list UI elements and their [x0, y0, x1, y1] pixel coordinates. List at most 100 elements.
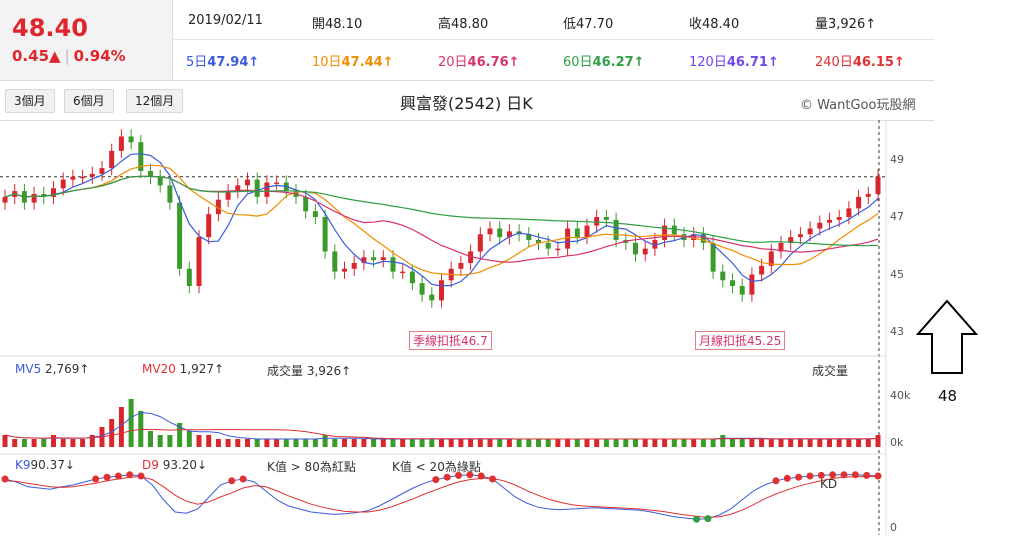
candle-body	[225, 191, 231, 200]
candle-body	[633, 242, 638, 255]
volume-bar	[429, 439, 435, 447]
k-label: K990.37↓	[15, 458, 75, 472]
candle-body	[2, 196, 8, 203]
volume-bar	[487, 439, 493, 447]
volume-bar	[778, 439, 784, 447]
candle-body	[846, 208, 852, 217]
volume-bar	[759, 439, 765, 447]
volume-bar	[60, 439, 66, 447]
price-tick-43: 43	[890, 325, 904, 338]
candle-body	[409, 271, 415, 284]
volume-bar	[80, 439, 86, 447]
volume-bar	[662, 439, 668, 447]
candle-body	[642, 248, 648, 255]
d-name: D9	[142, 458, 159, 472]
price-tick-45: 45	[890, 267, 904, 281]
candle-body	[429, 294, 435, 301]
volume-bar	[448, 439, 454, 447]
volume-bar	[409, 439, 415, 447]
volume-bar	[817, 439, 823, 447]
ma5-line	[4, 153, 879, 287]
volume-bar	[371, 439, 377, 447]
volume-bar	[506, 439, 512, 447]
volume-bar	[167, 435, 173, 447]
volume-tick-0k: 0k	[890, 436, 904, 449]
candle-body	[342, 268, 347, 272]
candle-body	[322, 217, 328, 252]
price-tick-47: 47	[890, 210, 904, 223]
volume-value: 量3,926↑	[815, 17, 877, 32]
k-overbought-dot	[477, 472, 485, 480]
volume-bar	[215, 439, 221, 447]
ma-5日: 5日47.94↑	[186, 55, 260, 70]
candle-body	[856, 196, 862, 209]
volume-bar	[148, 431, 153, 447]
volume-bar	[613, 439, 619, 447]
candle-body	[400, 271, 406, 274]
candle-body	[759, 265, 765, 275]
mv20-name: MV20	[142, 362, 176, 376]
volume-bar	[245, 439, 250, 447]
price-box: 48.40 0.45▲ | 0.94%	[0, 0, 173, 80]
ma20-line	[4, 175, 879, 263]
candle-body	[157, 176, 163, 186]
candle-body	[380, 257, 386, 261]
candle-body	[31, 194, 37, 203]
volume-bar	[21, 439, 27, 447]
volume-bar	[196, 435, 202, 447]
k-overbought-dot	[92, 475, 100, 483]
volume-bar	[497, 439, 503, 447]
d-label: D9 93.20↓	[142, 458, 207, 472]
volume-bar	[419, 439, 425, 447]
volume-bar	[565, 439, 571, 447]
volume-bar	[623, 439, 629, 447]
candle-body	[565, 228, 571, 249]
candle-body	[671, 225, 677, 235]
volume-bar	[730, 439, 735, 447]
candle-body	[196, 237, 202, 286]
candle-body	[89, 173, 95, 177]
volume-bar	[400, 439, 406, 447]
mv20-value: 1,927↑	[179, 362, 225, 376]
volume-bar	[390, 439, 396, 447]
range-6-months-button[interactable]: 6個月	[64, 89, 114, 113]
volume-bar	[225, 439, 231, 447]
candle-body	[797, 234, 803, 238]
candle-body	[865, 194, 871, 197]
candle-body	[138, 142, 144, 171]
volume-bar	[584, 439, 590, 447]
k-overbought-dot	[239, 475, 247, 483]
candle-body	[41, 194, 47, 197]
candle-body	[254, 179, 260, 197]
candle-body	[312, 211, 318, 217]
candle-body	[419, 283, 425, 295]
k-overbought-dot	[137, 472, 145, 480]
volume-bar	[603, 439, 609, 447]
candle-body	[468, 251, 474, 263]
price-tick-49: 49	[890, 152, 904, 166]
k-oversold-dot	[704, 515, 712, 523]
candle-body	[235, 185, 241, 192]
candle-body	[807, 228, 813, 235]
volume-bar	[118, 407, 124, 447]
candle-body	[477, 234, 483, 252]
kd-tick-0: 0	[890, 521, 897, 534]
candle-body	[332, 251, 338, 272]
price-change: 0.45▲ | 0.94%	[12, 47, 126, 65]
change-value: 0.45	[12, 47, 50, 65]
range-12-months-button[interactable]: 12個月	[126, 89, 184, 113]
candle-body	[303, 196, 309, 212]
range-3-months-button[interactable]: 3個月	[5, 89, 55, 113]
volume-bar	[468, 439, 474, 447]
candle-body	[730, 280, 735, 286]
candle-body	[613, 219, 619, 240]
ma-120日: 120日46.71↑	[689, 55, 779, 70]
candle-body	[584, 225, 590, 238]
volume-bar	[526, 439, 532, 447]
k-overbought-dot	[817, 471, 825, 479]
candle-body	[594, 217, 600, 226]
candle-body	[439, 280, 444, 301]
volume-bar	[89, 435, 95, 447]
candle-body	[768, 251, 774, 266]
